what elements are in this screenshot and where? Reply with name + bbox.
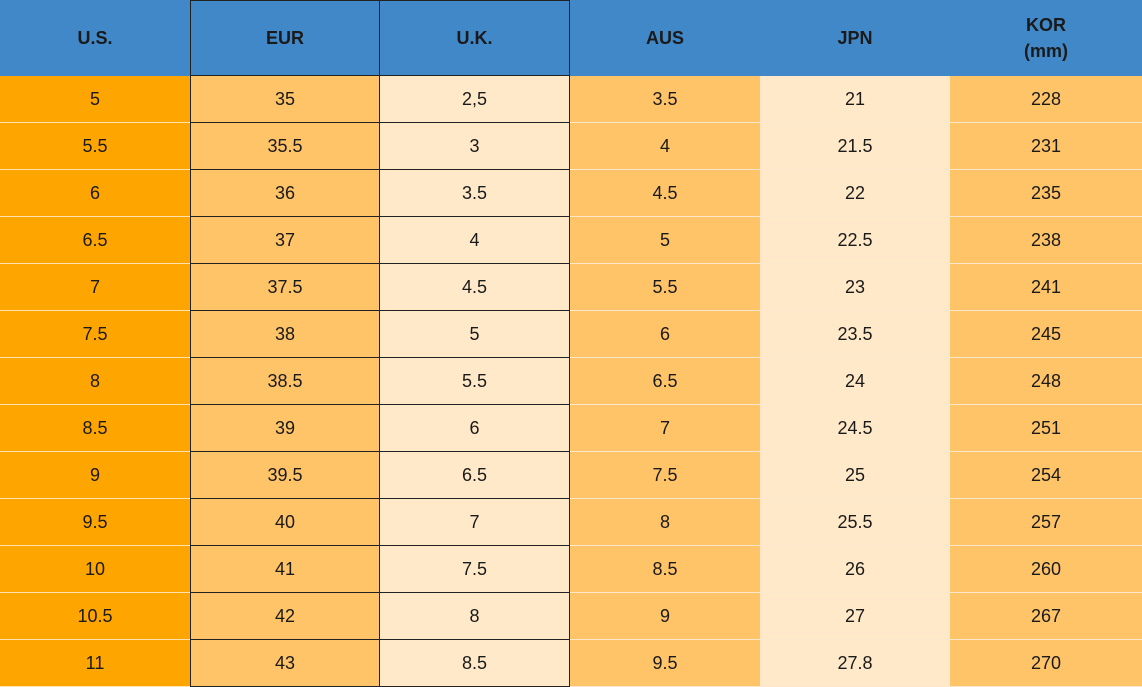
column-header: KOR (mm) [950, 0, 1142, 76]
table-cell: 228 [950, 76, 1142, 123]
table-cell: 5.5 [570, 264, 760, 311]
table-cell: 35 [190, 76, 380, 123]
table-cell: 6 [570, 311, 760, 358]
table-cell: 7 [570, 405, 760, 452]
table-cell: 27 [760, 593, 950, 640]
table-cell: 39 [190, 405, 380, 452]
table-cell: 41 [190, 546, 380, 593]
table-cell: 21.5 [760, 123, 950, 170]
table-cell: 235 [950, 170, 1142, 217]
table-cell: 251 [950, 405, 1142, 452]
table-cell: 8.5 [570, 546, 760, 593]
table-cell: 5.5 [0, 123, 190, 170]
table-cell: 7 [380, 499, 570, 546]
table-cell: 5 [570, 217, 760, 264]
table-cell: 8.5 [380, 640, 570, 687]
table-cell: 35.5 [190, 123, 380, 170]
table-cell: 3.5 [380, 170, 570, 217]
table-cell: 38.5 [190, 358, 380, 405]
table-cell: 7.5 [0, 311, 190, 358]
table-cell: 43 [190, 640, 380, 687]
table-cell: 6.5 [570, 358, 760, 405]
table-cell: 23 [760, 264, 950, 311]
table-cell: 21 [760, 76, 950, 123]
table-cell: 5 [0, 76, 190, 123]
table-cell: 4 [380, 217, 570, 264]
table-cell: 10 [0, 546, 190, 593]
table-cell: 37.5 [190, 264, 380, 311]
table-cell: 9 [0, 452, 190, 499]
table-cell: 9 [570, 593, 760, 640]
table-cell: 26 [760, 546, 950, 593]
table-cell: 25 [760, 452, 950, 499]
table-cell: 248 [950, 358, 1142, 405]
table-cell: 254 [950, 452, 1142, 499]
table-cell: 23.5 [760, 311, 950, 358]
column-header: AUS [570, 0, 760, 76]
table-cell: 257 [950, 499, 1142, 546]
table-cell: 22 [760, 170, 950, 217]
table-cell: 42 [190, 593, 380, 640]
table-cell: 8 [570, 499, 760, 546]
column-header: JPN [760, 0, 950, 76]
table-cell: 8.5 [0, 405, 190, 452]
table-cell: 9.5 [570, 640, 760, 687]
table-cell: 238 [950, 217, 1142, 264]
table-cell: 27.8 [760, 640, 950, 687]
table-cell: 241 [950, 264, 1142, 311]
table-cell: 22.5 [760, 217, 950, 264]
table-cell: 36 [190, 170, 380, 217]
table-cell: 3 [380, 123, 570, 170]
table-cell: 8 [0, 358, 190, 405]
column-header: U.K. [380, 0, 570, 76]
table-cell: 8 [380, 593, 570, 640]
table-cell: 7.5 [380, 546, 570, 593]
table-cell: 39.5 [190, 452, 380, 499]
table-cell: 38 [190, 311, 380, 358]
table-cell: 24 [760, 358, 950, 405]
table-cell: 6.5 [0, 217, 190, 264]
table-cell: 5.5 [380, 358, 570, 405]
table-cell: 9.5 [0, 499, 190, 546]
table-cell: 7 [0, 264, 190, 311]
table-cell: 10.5 [0, 593, 190, 640]
table-cell: 270 [950, 640, 1142, 687]
table-cell: 25.5 [760, 499, 950, 546]
table-cell: 11 [0, 640, 190, 687]
table-cell: 4.5 [380, 264, 570, 311]
table-cell: 245 [950, 311, 1142, 358]
table-cell: 4 [570, 123, 760, 170]
table-cell: 3.5 [570, 76, 760, 123]
table-cell: 5 [380, 311, 570, 358]
table-cell: 40 [190, 499, 380, 546]
table-cell: 231 [950, 123, 1142, 170]
table-cell: 6 [380, 405, 570, 452]
table-cell: 260 [950, 546, 1142, 593]
table-cell: 4.5 [570, 170, 760, 217]
table-cell: 267 [950, 593, 1142, 640]
table-cell: 2,5 [380, 76, 570, 123]
table-cell: 24.5 [760, 405, 950, 452]
table-cell: 6 [0, 170, 190, 217]
column-header: EUR [190, 0, 380, 76]
table-cell: 6.5 [380, 452, 570, 499]
column-header: U.S. [0, 0, 190, 76]
table-cell: 37 [190, 217, 380, 264]
table-cell: 7.5 [570, 452, 760, 499]
